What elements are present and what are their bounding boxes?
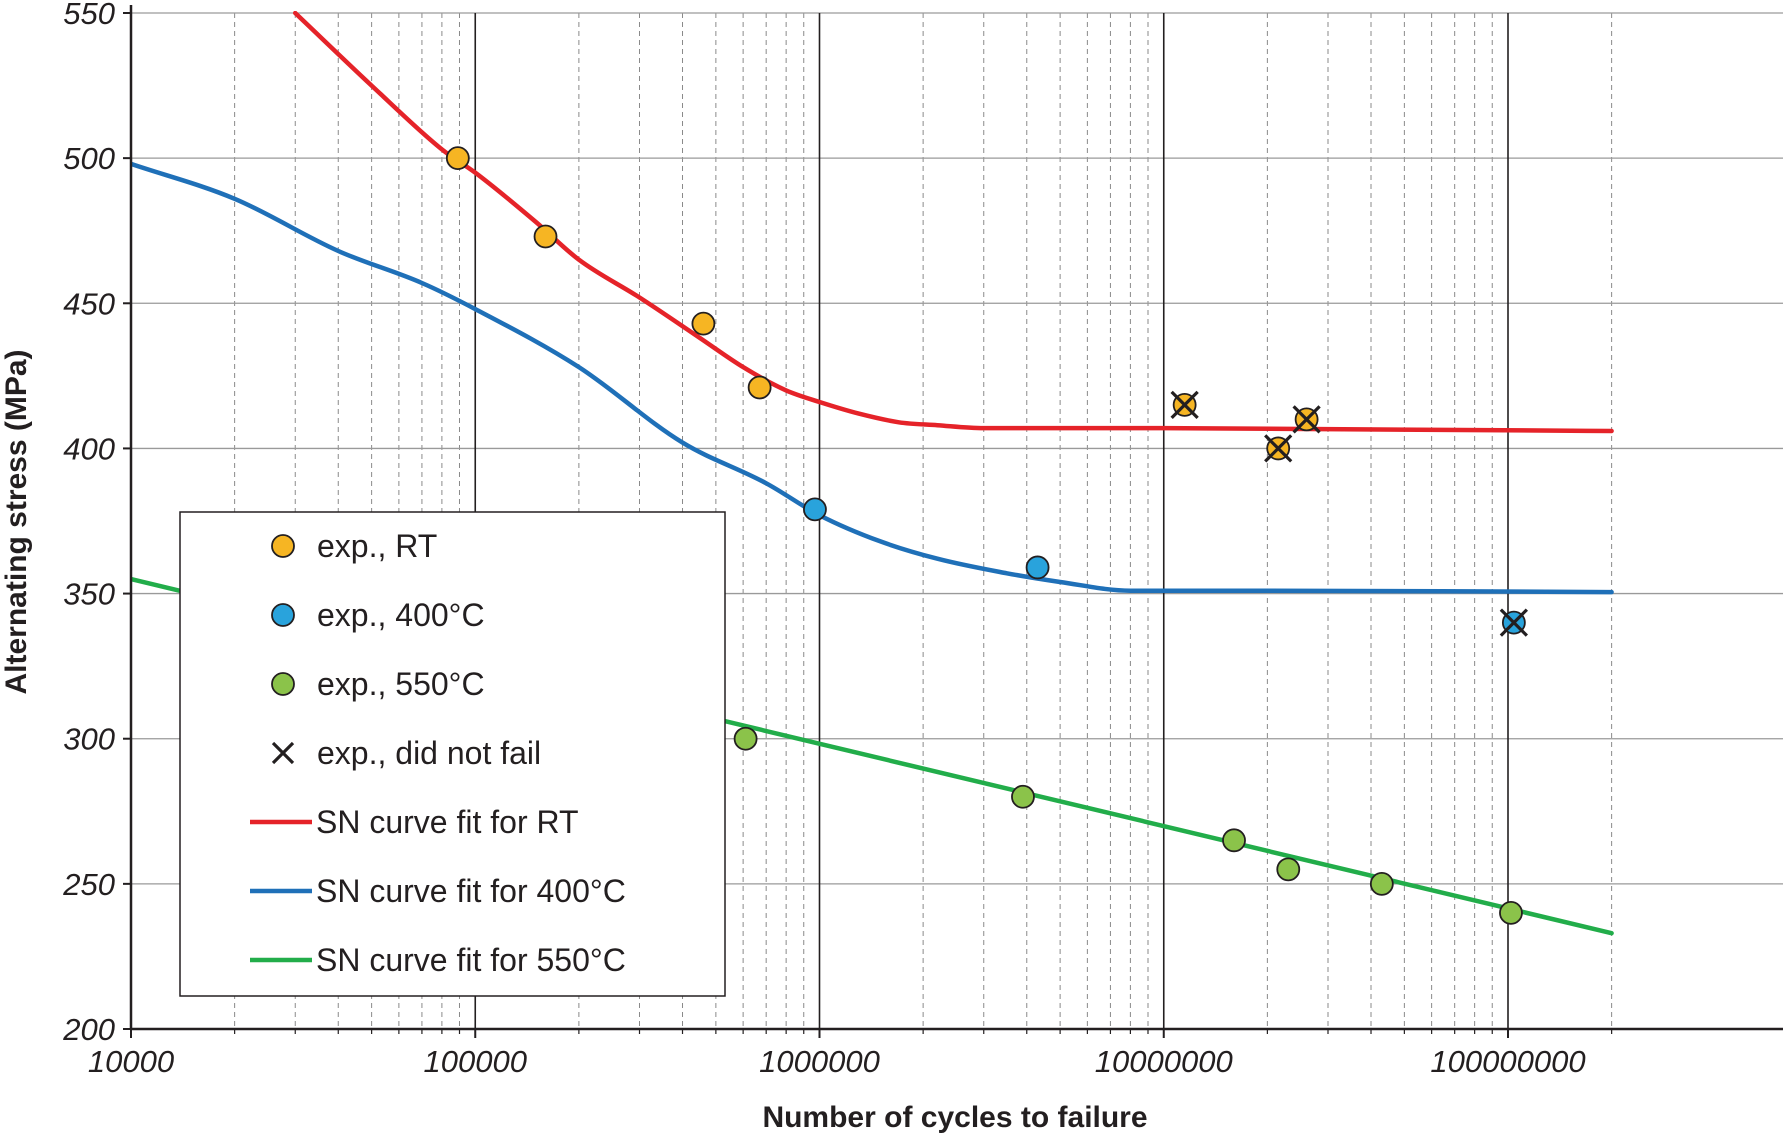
did-not-fail-mark [1264, 434, 1293, 463]
legend-label: SN curve fit for RT [316, 804, 579, 840]
data-point-c550_marker [1011, 784, 1035, 809]
y-axis-title: Alternating stress (MPa) [0, 349, 33, 694]
legend-marker [271, 534, 295, 558]
data-point-rt_marker [445, 146, 470, 171]
did-not-fail-mark [1292, 405, 1321, 434]
y-tick-label: 300 [63, 722, 115, 757]
did-not-fail-mark [1499, 608, 1528, 637]
axes-frame [123, 5, 1783, 1038]
data-point-rt_marker [533, 224, 558, 249]
legend-marker [271, 672, 295, 696]
data-point-c550_marker [1276, 857, 1301, 882]
did-not-fail-mark [271, 741, 295, 765]
data-point-c550_marker [1499, 900, 1523, 925]
legend-label: SN curve fit for 550°C [316, 942, 626, 978]
y-tick-label: 500 [63, 141, 115, 176]
x-axis-title: Number of cycles to failure [762, 1101, 1147, 1134]
data-point-c400_marker [803, 497, 827, 522]
x-tick-label: 100000000 [1430, 1044, 1585, 1079]
data-point-c550_marker [1369, 871, 1394, 896]
tick-labels: 200 250 300 350 400 450 500 550 10000 100000 10000… [62, 0, 1585, 1079]
x-tick-label: 10000 [88, 1044, 174, 1079]
legend-label: SN curve fit for 400°C [316, 873, 626, 909]
legend-marker [271, 603, 295, 627]
data-point-c550_marker [733, 726, 758, 751]
data-point-rt_marker [747, 375, 772, 400]
legend-label: exp., 400°C [317, 597, 485, 633]
legend-label: exp., 550°C [317, 666, 485, 702]
y-tick-label: 350 [63, 577, 115, 612]
legend-label: exp., RT [317, 528, 437, 564]
curve-rt_curve [292, 11, 1614, 434]
data-point-c400_marker [1025, 555, 1050, 580]
legend-box [179, 511, 726, 997]
legend-label: exp., did not fail [317, 735, 541, 771]
data-point-c550_marker [1222, 828, 1246, 853]
points-layer [445, 146, 1528, 925]
x-tick-label: 10000000 [1095, 1044, 1233, 1079]
data-point-rt_marker [691, 311, 716, 336]
legend: exp., RT exp., 400°C exp., 550°C exp., did … [179, 511, 726, 997]
curve-c400_curve [131, 161, 1614, 595]
x-tick-label: 1000000 [759, 1044, 880, 1079]
y-tick-label: 550 [63, 0, 115, 31]
y-tick-label: 250 [62, 867, 115, 902]
did-not-fail-mark [1170, 390, 1199, 420]
y-tick-label: 450 [63, 286, 115, 321]
y-tick-label: 400 [63, 431, 115, 466]
x-tick-label: 100000 [424, 1044, 527, 1079]
y-tick-label: 200 [62, 1012, 115, 1047]
